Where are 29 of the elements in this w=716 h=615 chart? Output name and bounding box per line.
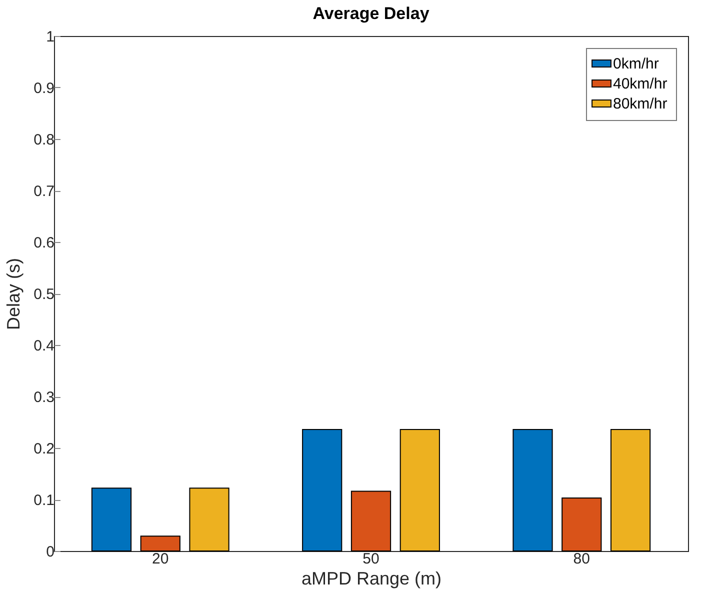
x-tick-label: 20	[152, 550, 169, 568]
legend-label: 0km/hr	[613, 56, 659, 72]
bar	[350, 490, 392, 552]
bar	[91, 488, 132, 552]
bar	[610, 428, 651, 552]
y-tick-label: 0.8	[34, 132, 54, 148]
bar	[302, 428, 342, 552]
legend-label: 80km/hr	[613, 96, 668, 112]
y-tick-label: 0.3	[34, 389, 54, 406]
x-axis-title: aMPD Range (m)	[301, 568, 442, 588]
bar	[400, 428, 440, 552]
bar	[189, 488, 230, 552]
bar	[562, 497, 602, 552]
chart-title: Average Delay	[312, 4, 430, 23]
y-tick-label: 0.1	[34, 492, 54, 509]
x-tick-label: 50	[362, 550, 380, 568]
y-tick-label: 0	[46, 544, 54, 560]
y-tick-label: 0.2	[34, 440, 54, 458]
bar	[512, 428, 553, 552]
y-tick-label: 0.9	[34, 80, 54, 97]
y-tick-label: 0.5	[34, 286, 54, 303]
y-tick-label: 0.4	[34, 338, 54, 354]
y-tick-label: 0.7	[34, 183, 54, 200]
bar	[140, 536, 180, 552]
legend-label: 40km/hr	[613, 76, 668, 92]
y-tick-label: 0.6	[34, 234, 54, 252]
y-axis-title: Delay (s)	[4, 258, 24, 330]
x-tick-label: 80	[573, 550, 590, 568]
y-tick-label: 1	[46, 28, 54, 46]
